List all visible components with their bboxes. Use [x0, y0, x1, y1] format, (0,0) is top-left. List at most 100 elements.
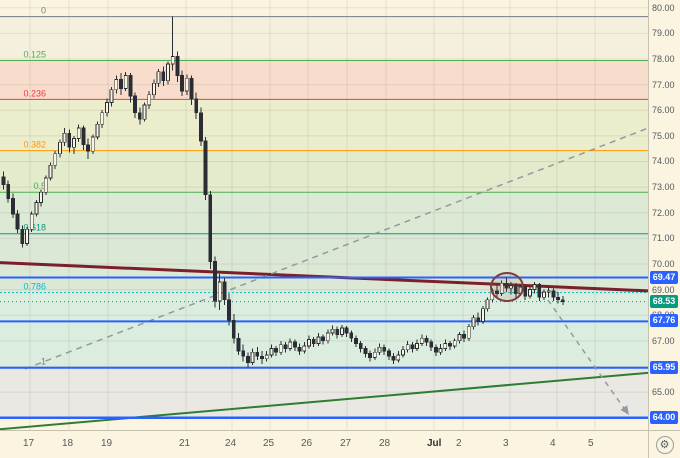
projection-arrowhead [620, 405, 629, 415]
price-tick-label: 74.00 [652, 156, 675, 167]
support-trendline[interactable] [0, 371, 648, 430]
candle [20, 228, 25, 244]
fib-bands [0, 16, 648, 418]
price-badge-64.00[interactable]: 64.00 [650, 410, 678, 424]
time-tick-label: 3 [503, 438, 509, 449]
candle [128, 75, 133, 97]
candle [105, 102, 109, 114]
candle [194, 98, 199, 114]
candle [1, 176, 6, 185]
candle [377, 346, 382, 353]
fib-label-1: 1 [41, 357, 46, 367]
candle [208, 194, 213, 262]
candle [452, 340, 457, 347]
candle [495, 290, 499, 294]
candle [170, 55, 175, 65]
time-axis-row: 17 18 19 21 24 25 26 27 28 Jul 2 3 4 5 ⚙ [0, 430, 680, 458]
candle [15, 213, 20, 230]
price-axis[interactable]: 80.00 79.00 78.00 77.00 76.00 75.00 74.00 73.00… [648, 0, 679, 430]
candle [76, 127, 81, 139]
candle [368, 353, 373, 358]
candle [504, 282, 509, 289]
price-tick-label: 77.00 [652, 79, 675, 90]
time-tick-label: 25 [263, 438, 275, 449]
chart-row: 0 0.125 0.236 0.382 0.5 0.618 0.786 1 80.00 79.0… [0, 0, 679, 430]
candle [551, 290, 556, 298]
candle [466, 326, 471, 339]
candle [429, 341, 434, 348]
candle [198, 112, 203, 142]
time-tick-label: 28 [379, 438, 391, 449]
candle [302, 345, 307, 352]
candle [278, 344, 283, 353]
axis-settings-button[interactable]: ⚙ [655, 435, 674, 454]
candle [386, 350, 391, 357]
candle [166, 63, 170, 82]
candle [43, 177, 48, 193]
candle [90, 136, 95, 152]
grid-lines [0, 0, 648, 430]
candle [142, 104, 147, 120]
chart-pane[interactable]: 0 0.125 0.236 0.382 0.5 0.618 0.786 1 [0, 0, 648, 430]
candle [546, 290, 551, 293]
candle [462, 334, 467, 339]
candle [419, 337, 424, 344]
time-tick-label: 2 [456, 438, 462, 449]
candle [72, 137, 76, 148]
candle [217, 281, 222, 302]
price-tick-label: 80.00 [652, 2, 675, 13]
candle [499, 282, 504, 294]
circle-annotation[interactable] [490, 272, 524, 302]
candle [58, 141, 62, 155]
candle [297, 346, 302, 352]
candle [316, 336, 321, 344]
candlestick-series[interactable] [1, 16, 565, 368]
price-badge-67.76[interactable]: 67.76 [650, 314, 678, 328]
candle [528, 289, 532, 297]
fib-label-0.786: 0.786 [23, 282, 46, 292]
candle [231, 319, 236, 339]
time-tick-label: 17 [23, 438, 35, 449]
candle [556, 296, 560, 301]
candle [34, 202, 39, 215]
candle [330, 328, 335, 334]
candle [509, 285, 514, 289]
candle [485, 299, 490, 310]
ascending-dashed-trendline[interactable] [24, 127, 648, 370]
candle [109, 89, 114, 103]
price-badge-65.95[interactable]: 65.95 [650, 360, 678, 374]
candle [137, 112, 142, 120]
candle [95, 123, 100, 138]
time-tick-label: 24 [225, 438, 237, 449]
time-axis[interactable]: 17 18 19 21 24 25 26 27 28 Jul 2 3 4 5 [0, 431, 648, 458]
candle [344, 327, 349, 334]
candle [476, 317, 481, 322]
candle [537, 284, 542, 298]
time-tick-label: Jul [427, 438, 442, 449]
candle [260, 355, 264, 360]
candle [29, 213, 34, 230]
candle [53, 153, 58, 166]
time-tick-label: 26 [301, 438, 313, 449]
candle [405, 344, 410, 351]
candle [396, 354, 401, 361]
price-tick-label: 67.00 [652, 335, 675, 346]
candle [236, 337, 241, 352]
price-badge-68.53[interactable]: 68.53 [650, 294, 678, 308]
candle [175, 55, 180, 76]
candle [457, 334, 462, 342]
time-tick-label: 19 [101, 438, 113, 449]
candle [335, 328, 340, 335]
candle [433, 346, 438, 353]
candle [241, 350, 246, 357]
candle [86, 144, 90, 152]
price-chart-canvas[interactable]: 0 0.125 0.236 0.382 0.5 0.618 0.786 1 [0, 0, 648, 430]
candle [513, 285, 518, 294]
fib-label-0.5: 0.5 [33, 181, 46, 191]
candle [184, 77, 189, 92]
fib-label-0.236: 0.236 [23, 88, 46, 98]
price-badge-69.47[interactable]: 69.47 [650, 270, 678, 284]
candle [39, 191, 43, 203]
time-tick-label: 27 [340, 438, 352, 449]
candle [62, 132, 67, 143]
